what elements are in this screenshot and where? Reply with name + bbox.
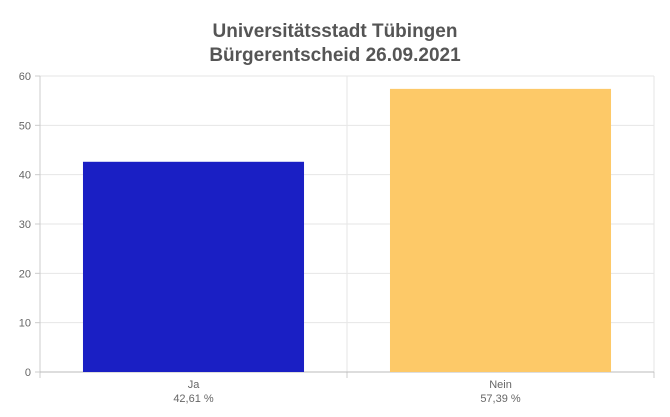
x-category-percent: 57,39 % [480,393,521,405]
x-category-label: Nein [489,379,512,391]
bar-ja [82,161,305,372]
chart-title-block: Universitätsstadt Tübingen Bürgerentsche… [0,20,670,68]
x-category-percent: 42,61 % [173,393,214,405]
y-tick-label: 60 [19,71,31,83]
y-tick-label: 10 [19,318,31,330]
bar-nein [389,88,612,372]
y-tick-label: 40 [19,170,31,182]
y-tick-label: 20 [19,268,31,280]
y-tick-label: 0 [25,367,31,379]
y-tick-label: 50 [19,120,31,132]
chart-title: Universitätsstadt Tübingen [212,21,458,42]
x-category-label: Ja [188,379,201,391]
y-tick-label: 30 [19,219,31,231]
chart-subtitle: Bürgerentscheid 26.09.2021 [209,45,461,66]
